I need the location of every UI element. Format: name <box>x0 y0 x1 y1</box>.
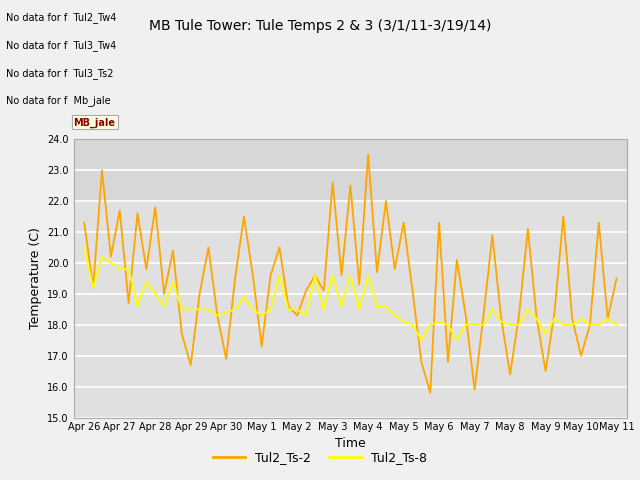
Text: No data for f  Tul3_Ts2: No data for f Tul3_Ts2 <box>6 68 114 79</box>
Y-axis label: Temperature (C): Temperature (C) <box>29 228 42 329</box>
Text: No data for f  Mb_jale: No data for f Mb_jale <box>6 96 111 107</box>
Bar <box>74 139 627 201</box>
Text: No data for f  Tul2_Tw4: No data for f Tul2_Tw4 <box>6 12 116 23</box>
Text: No data for f  Tul3_Tw4: No data for f Tul3_Tw4 <box>6 40 116 51</box>
Legend: Tul2_Ts-2, Tul2_Ts-8: Tul2_Ts-2, Tul2_Ts-8 <box>209 446 431 469</box>
X-axis label: Time: Time <box>335 437 366 450</box>
Text: MB_jale: MB_jale <box>74 117 116 128</box>
Text: MB Tule Tower: Tule Temps 2 & 3 (3/1/11-3/19/14): MB Tule Tower: Tule Temps 2 & 3 (3/1/11-… <box>149 19 491 33</box>
